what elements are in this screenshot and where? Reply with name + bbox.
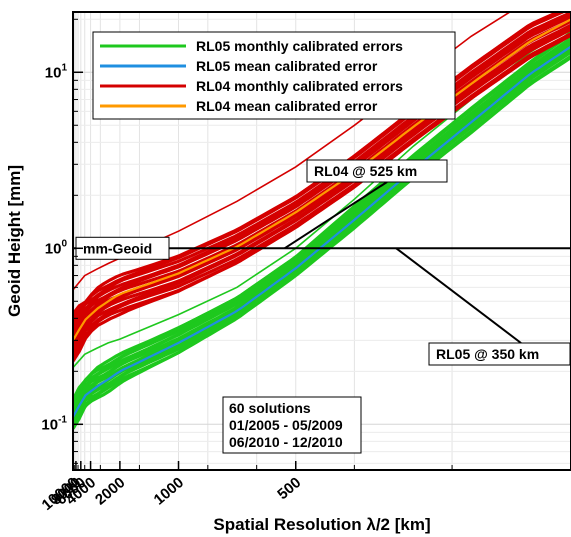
annotation-label: RL05 @ 350 km	[436, 346, 539, 362]
annotation-leader-line	[395, 247, 522, 344]
y-tick-label: 10-1	[41, 414, 67, 433]
monthly-error-curve	[73, 43, 571, 413]
legend: RL05 monthly calibrated errors RL05 mean …	[92, 31, 456, 120]
legend-label: RL04 monthly calibrated errors	[196, 78, 403, 94]
annotation-label: RL04 @ 525 km	[314, 163, 417, 179]
plot-frame	[72, 11, 571, 471]
x-tick-label: 500	[274, 474, 304, 503]
y-tick-label: 101	[45, 62, 68, 81]
mean-error-line-1	[73, 45, 571, 418]
info-box-line: 01/2005 - 05/2009	[229, 417, 343, 433]
y-tick-label: 100	[45, 238, 68, 257]
error-bands	[73, 12, 571, 430]
annotation-box	[306, 159, 448, 183]
x-axis-title: Spatial Resolution λ/2 [km]	[213, 515, 430, 534]
annotation-leader-line	[284, 181, 388, 250]
reference-line-group: mm-Geoid	[73, 236, 571, 260]
legend-label: RL05 monthly calibrated errors	[196, 38, 403, 54]
monthly-error-curve	[73, 32, 571, 355]
legend-label: RL05 mean calibrated error	[196, 58, 378, 74]
monthly-error-curve	[73, 33, 571, 360]
annotations: RL04 @ 525 km RL05 @ 350 km	[284, 159, 571, 366]
monthly-error-curve	[73, 26, 571, 348]
x-tick-label: 1000	[151, 474, 187, 508]
monthly-error-curve	[73, 31, 571, 401]
y-axis-title: Geoid Height [mm]	[5, 165, 24, 317]
info-box-line: 06/2010 - 12/2010	[229, 434, 343, 450]
monthly-error-outlier-curve	[73, 12, 512, 291]
x-tick-label: 2000	[92, 474, 128, 508]
info-box-line: 60 solutions	[229, 400, 311, 416]
mean-error-line-3	[73, 18, 571, 341]
monthly-error-curve	[73, 50, 571, 421]
y-axis: 10-1 100 101	[41, 18, 83, 464]
mean-lines	[73, 18, 571, 418]
mm-geoid-label: mm-Geoid	[83, 240, 152, 256]
band-2	[73, 12, 571, 362]
legend-label: RL04 mean calibrated error	[196, 98, 378, 114]
monthly-error-curve	[73, 12, 571, 323]
info-box-frame	[222, 396, 362, 454]
